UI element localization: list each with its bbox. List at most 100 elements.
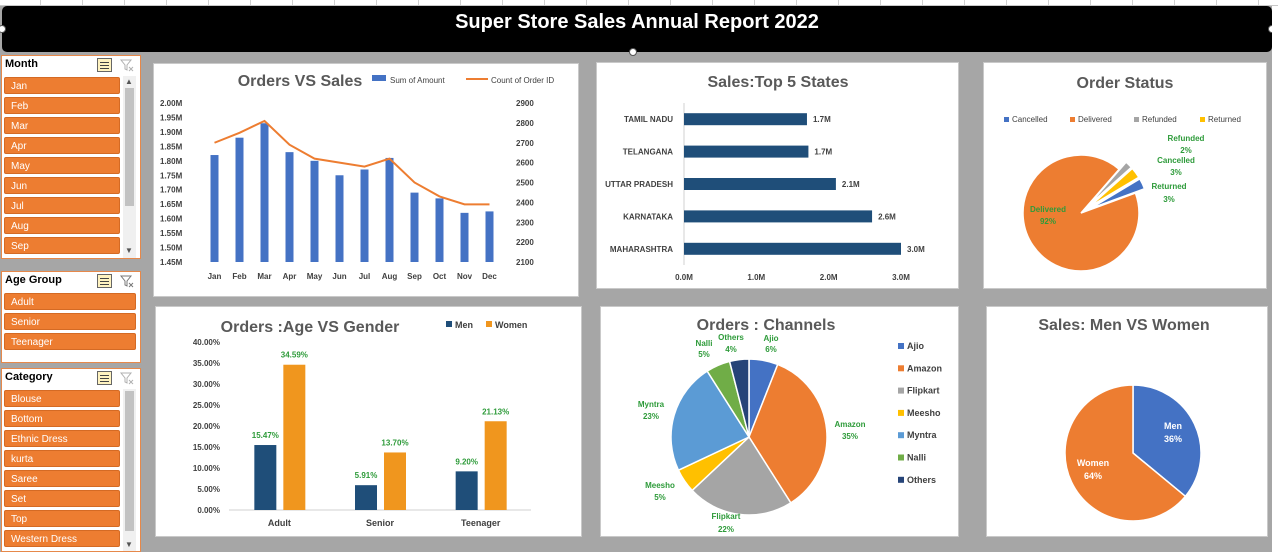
bar-amount [335,175,344,262]
data-label: 2.1M [842,180,860,189]
bar-amount [235,137,244,262]
bar-men [254,445,277,510]
slicer-category[interactable]: Category Blouse Bottom Ethnic Dress kurta Sa… [1,368,141,552]
slicer-item-age-teenager[interactable]: Teenager [4,333,136,350]
y-tick: 35.00% [193,359,220,368]
scrollbar-thumb[interactable] [125,391,134,531]
slicer-item-month-jul[interactable]: Jul [4,197,120,214]
slicer-item-category-bottom[interactable]: Bottom [4,410,120,427]
y-tick-left: 1.70M [160,186,183,195]
panel-channels[interactable]: Orders : Channels Ajio Amazon Flipkart Meesh… [600,306,959,537]
data-label-flipkart: Flipkart [712,512,741,521]
bar-women [484,421,507,510]
slicer-item-category-set[interactable]: Set [4,490,120,507]
legend-label: Ajio [907,341,925,351]
pie-slice-refunded [1087,161,1133,207]
slicer-item-month-mar[interactable]: Mar [4,117,120,134]
resize-handle-bottom[interactable] [629,48,637,56]
data-label-women: Women [1077,458,1109,468]
bar-state [684,113,807,126]
clear-filter-icon[interactable] [119,57,135,73]
age-vs-gender-chart: Orders :Age VS Gender Men Women 40.00% 35.00… [193,319,531,528]
x-tick: May [307,272,323,281]
slicer-item-month-jun[interactable]: Jun [4,177,120,194]
pie-slice-delivered [1022,154,1140,272]
x-tick: 2.0M [820,273,838,282]
slicer-item-month-sep[interactable]: Sep [4,237,120,254]
y-tick-right: 2500 [516,179,534,188]
panel-men-vs-women[interactable]: Sales: Men VS Women Men 36% Women 64% [986,306,1268,537]
slicer-item-category-blouse[interactable]: Blouse [4,390,120,407]
data-label-refunded-pct: 2% [1180,146,1192,155]
x-tick: Oct [433,272,447,281]
chart-title: Orders VS Sales [238,73,363,90]
data-label-amazon: Amazon [834,420,865,429]
column-ruler [0,0,1278,6]
x-tick: Senior [366,518,395,528]
multi-select-icon[interactable] [97,58,112,72]
y-tick-left: 1.90M [160,128,183,137]
legend-label: Others [907,475,936,485]
pie-slice-amazon [748,363,828,504]
slicer-item-category-western-dress[interactable]: Western Dress [4,530,120,547]
panel-order-status[interactable]: Order Status Cancelled Delivered Refunded Re… [983,62,1267,289]
x-tick: Jul [359,272,371,281]
report-title: Super Store Sales Annual Report 2022 [455,11,819,33]
bar-amount [310,160,319,262]
legend-amount: Sum of Amount [390,76,445,85]
slicer-item-month-apr[interactable]: Apr [4,137,120,154]
data-label-cancelled-pct: 3% [1170,168,1182,177]
legend-swatch [1134,117,1139,122]
report-title-banner[interactable]: Super Store Sales Annual Report 2022 [0,6,1276,56]
slicer-item-category-saree[interactable]: Saree [4,470,120,487]
slicer-item-category-kurta[interactable]: kurta [4,450,120,467]
x-tick: 3.0M [892,273,910,282]
data-label: 9.20% [455,457,478,466]
legend-label: Meesho [907,408,941,418]
bar-state [684,242,901,255]
multi-select-icon[interactable] [97,274,112,288]
slicer-month[interactable]: Month Jan Feb Mar Apr May Jun Jul Aug Sep ▲ ▼ [1,55,141,259]
resize-handle-left[interactable] [0,25,6,33]
slicer-item-month-may[interactable]: May [4,157,120,174]
slicer-item-month-aug[interactable]: Aug [4,217,120,234]
clear-filter-icon[interactable] [119,370,135,386]
legend-swatch [898,476,904,483]
multi-select-icon[interactable] [97,371,112,385]
legend-label: Flipkart [907,386,940,396]
slicer-category-scrollbar[interactable]: ▼ [123,389,136,551]
data-label: 34.59% [281,351,308,360]
x-tick: Adult [268,518,291,528]
panel-age-vs-gender[interactable]: Orders :Age VS Gender Men Women 40.00% 35.00… [155,306,582,537]
data-label-myntra-pct: 23% [643,412,659,421]
data-label-flipkart-pct: 22% [718,525,734,534]
data-label-meesho: Meesho [645,481,675,490]
legend-women: Women [495,320,527,330]
y-tick: TAMIL NADU [624,115,673,124]
bar-amount [460,212,469,262]
bar-amount [260,123,269,262]
slicer-item-category-ethnic-dress[interactable]: Ethnic Dress [4,430,120,447]
bar-amount [285,152,294,262]
legend-label: Myntra [907,430,937,440]
data-label-ajio-pct: 6% [765,345,777,354]
slicer-month-scrollbar[interactable]: ▲ ▼ [123,76,136,258]
slicer-age-group[interactable]: Age Group Adult Senior Teenager [1,271,141,363]
panel-top-states[interactable]: Sales:Top 5 States TAMIL NADU 1.7M TELANGAN… [596,62,959,289]
slicer-item-age-adult[interactable]: Adult [4,293,136,310]
x-tick: Dec [482,272,497,281]
scrollbar-thumb[interactable] [125,88,134,206]
legend-label: Cancelled [1012,115,1048,124]
panel-orders-vs-sales[interactable]: Orders VS Sales Sum of Amount Count of Ord… [153,63,579,297]
y-tick-right: 2300 [516,218,534,227]
x-tick: Jun [332,272,346,281]
data-label-meesho-pct: 5% [654,493,666,502]
bar-men [455,471,478,510]
slicer-item-month-jan[interactable]: Jan [4,77,120,94]
slicer-item-category-top[interactable]: Top [4,510,120,527]
y-tick-right: 2900 [516,99,534,108]
clear-filter-icon[interactable] [119,273,135,289]
slicer-item-age-senior[interactable]: Senior [4,313,136,330]
slicer-item-month-feb[interactable]: Feb [4,97,120,114]
legend-label: Returned [1208,115,1241,124]
